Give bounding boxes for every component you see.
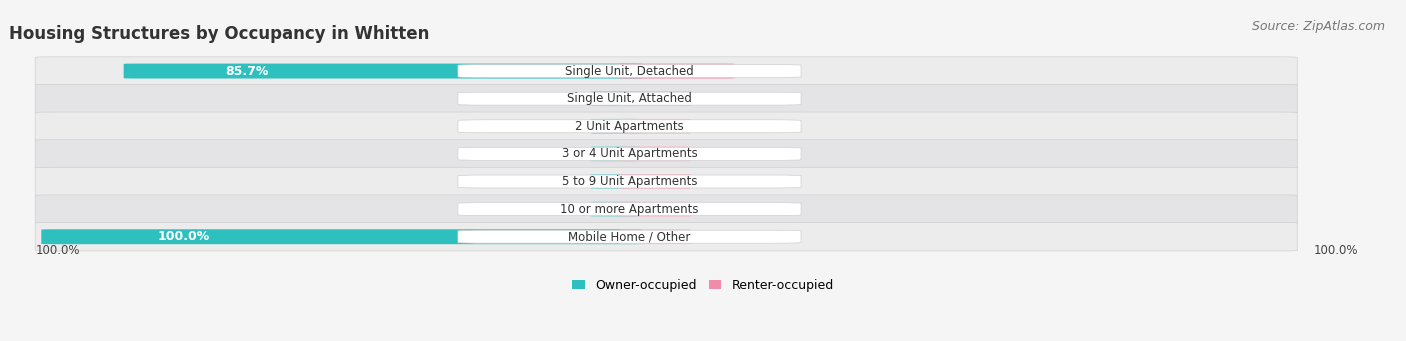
Text: 14.3%: 14.3% [733,64,772,77]
FancyBboxPatch shape [35,167,1298,196]
Text: Single Unit, Attached: Single Unit, Attached [567,92,692,105]
Text: 100.0%: 100.0% [35,243,80,257]
Text: 0.0%: 0.0% [692,203,723,216]
FancyBboxPatch shape [620,229,692,244]
FancyBboxPatch shape [620,147,692,161]
FancyBboxPatch shape [458,92,801,105]
Text: Source: ZipAtlas.com: Source: ZipAtlas.com [1251,20,1385,33]
FancyBboxPatch shape [35,140,1298,168]
FancyBboxPatch shape [620,119,692,134]
Text: 0.0%: 0.0% [692,230,723,243]
Text: 3 or 4 Unit Apartments: 3 or 4 Unit Apartments [561,147,697,160]
Text: 0.0%: 0.0% [692,175,723,188]
FancyBboxPatch shape [35,57,1298,85]
FancyBboxPatch shape [591,174,640,189]
FancyBboxPatch shape [458,147,801,160]
FancyBboxPatch shape [591,147,640,161]
Text: 5 to 9 Unit Apartments: 5 to 9 Unit Apartments [562,175,697,188]
FancyBboxPatch shape [620,91,692,106]
FancyBboxPatch shape [35,112,1298,140]
Text: 0.0%: 0.0% [558,175,591,188]
FancyBboxPatch shape [591,202,640,217]
Text: 0.0%: 0.0% [692,147,723,160]
FancyBboxPatch shape [35,195,1298,223]
FancyBboxPatch shape [458,230,801,243]
FancyBboxPatch shape [458,175,801,188]
Text: 0.0%: 0.0% [558,203,591,216]
Legend: Owner-occupied, Renter-occupied: Owner-occupied, Renter-occupied [568,274,838,297]
FancyBboxPatch shape [41,229,641,244]
FancyBboxPatch shape [591,119,640,134]
Text: 0.0%: 0.0% [558,120,591,133]
Text: 85.7%: 85.7% [225,64,269,77]
FancyBboxPatch shape [458,203,801,216]
Text: 2 Unit Apartments: 2 Unit Apartments [575,120,683,133]
FancyBboxPatch shape [620,174,692,189]
Text: 100.0%: 100.0% [1315,243,1358,257]
FancyBboxPatch shape [617,63,734,78]
FancyBboxPatch shape [458,64,801,77]
Text: Single Unit, Detached: Single Unit, Detached [565,64,693,77]
Text: 100.0%: 100.0% [157,230,209,243]
Text: Mobile Home / Other: Mobile Home / Other [568,230,690,243]
Text: Housing Structures by Occupancy in Whitten: Housing Structures by Occupancy in Whitt… [8,25,429,43]
Text: 0.0%: 0.0% [558,147,591,160]
FancyBboxPatch shape [35,223,1298,251]
FancyBboxPatch shape [591,91,640,106]
FancyBboxPatch shape [458,120,801,133]
Text: 10 or more Apartments: 10 or more Apartments [560,203,699,216]
Text: 0.0%: 0.0% [558,92,591,105]
FancyBboxPatch shape [620,202,692,217]
FancyBboxPatch shape [124,63,641,78]
Text: 0.0%: 0.0% [692,92,723,105]
Text: 0.0%: 0.0% [692,120,723,133]
FancyBboxPatch shape [35,85,1298,113]
